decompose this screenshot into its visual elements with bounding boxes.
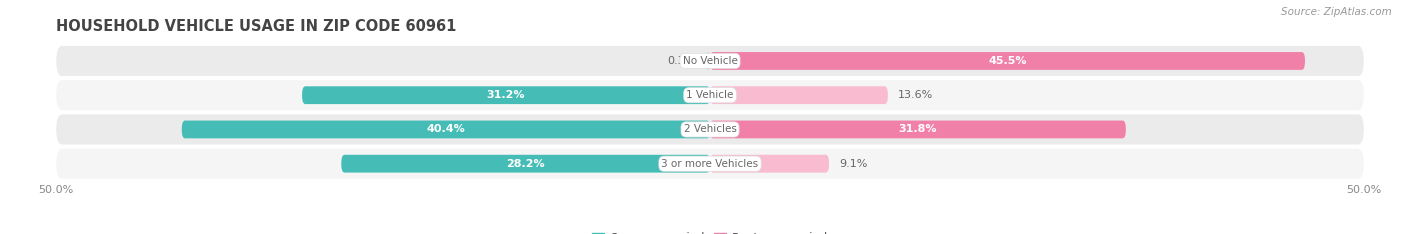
FancyBboxPatch shape bbox=[302, 86, 710, 104]
FancyBboxPatch shape bbox=[56, 80, 1364, 110]
FancyBboxPatch shape bbox=[710, 155, 830, 173]
Text: 2 Vehicles: 2 Vehicles bbox=[683, 124, 737, 135]
FancyBboxPatch shape bbox=[342, 155, 710, 173]
FancyBboxPatch shape bbox=[56, 149, 1364, 179]
FancyBboxPatch shape bbox=[710, 86, 887, 104]
Text: 9.1%: 9.1% bbox=[839, 159, 868, 169]
FancyBboxPatch shape bbox=[706, 52, 710, 70]
Text: HOUSEHOLD VEHICLE USAGE IN ZIP CODE 60961: HOUSEHOLD VEHICLE USAGE IN ZIP CODE 6096… bbox=[56, 19, 457, 34]
Text: 31.2%: 31.2% bbox=[486, 90, 526, 100]
Text: 31.8%: 31.8% bbox=[898, 124, 938, 135]
FancyBboxPatch shape bbox=[710, 52, 1305, 70]
FancyBboxPatch shape bbox=[710, 121, 1126, 138]
FancyBboxPatch shape bbox=[56, 46, 1364, 76]
Text: 1 Vehicle: 1 Vehicle bbox=[686, 90, 734, 100]
Text: 3 or more Vehicles: 3 or more Vehicles bbox=[661, 159, 759, 169]
Legend: Owner-occupied, Renter-occupied: Owner-occupied, Renter-occupied bbox=[586, 227, 834, 234]
Text: 0.3%: 0.3% bbox=[668, 56, 696, 66]
Text: No Vehicle: No Vehicle bbox=[682, 56, 738, 66]
Text: 40.4%: 40.4% bbox=[426, 124, 465, 135]
Text: 28.2%: 28.2% bbox=[506, 159, 546, 169]
FancyBboxPatch shape bbox=[56, 114, 1364, 145]
Text: 45.5%: 45.5% bbox=[988, 56, 1026, 66]
Text: 13.6%: 13.6% bbox=[898, 90, 934, 100]
FancyBboxPatch shape bbox=[181, 121, 710, 138]
Text: Source: ZipAtlas.com: Source: ZipAtlas.com bbox=[1281, 7, 1392, 17]
